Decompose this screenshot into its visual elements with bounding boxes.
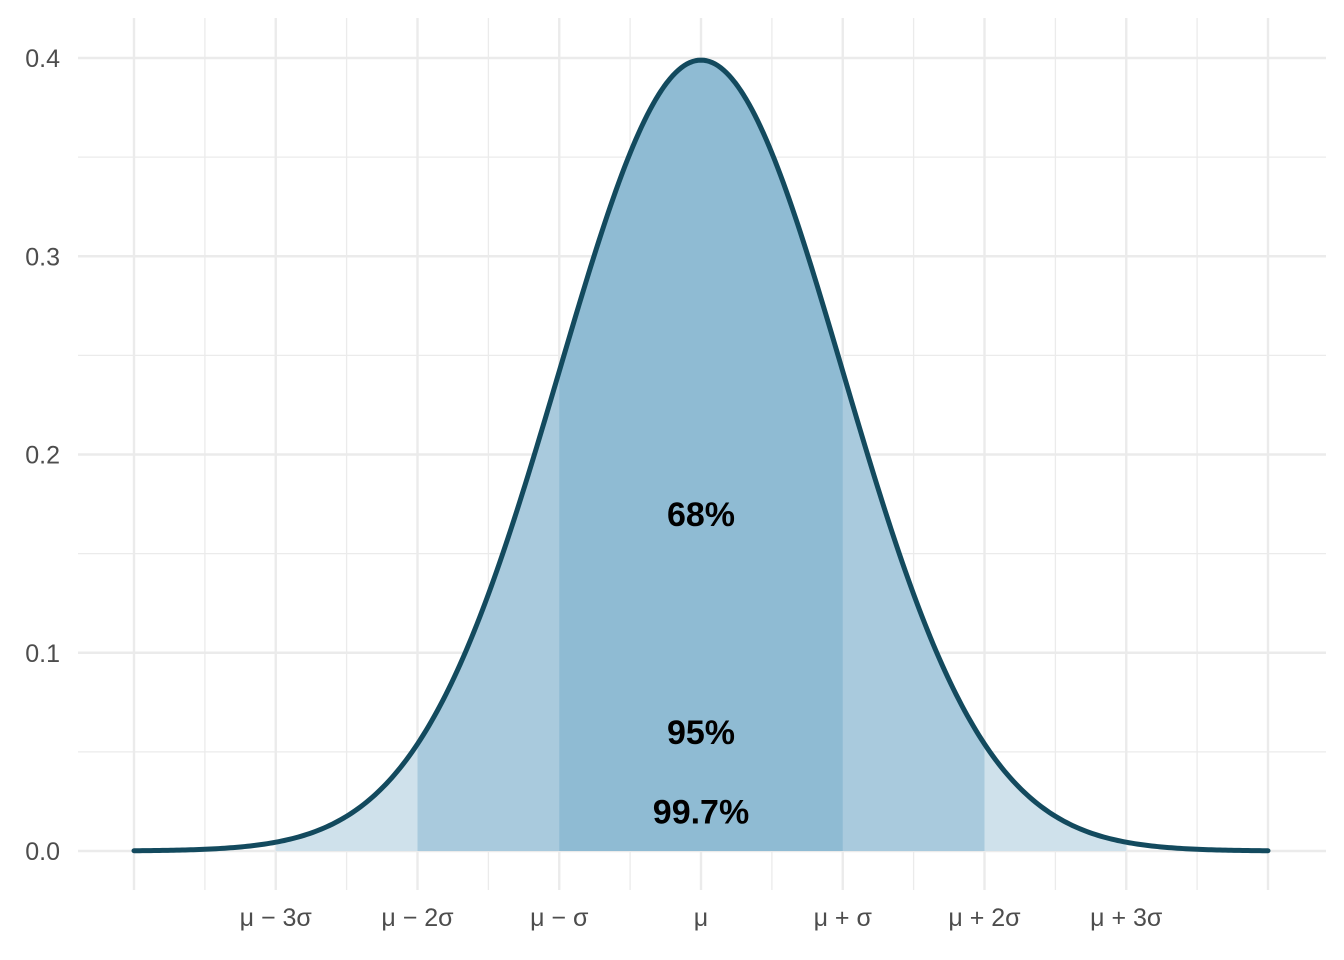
- shaded-regions: [275, 60, 1127, 852]
- percentage-labels: 99.7% 95% 68%: [653, 496, 749, 831]
- percentage-label: 95%: [667, 714, 735, 752]
- density-curve: [131, 57, 1271, 854]
- x-tick-label: μ − σ: [530, 904, 589, 932]
- y-tick-label: 0.3: [25, 243, 60, 271]
- y-tick-label: 0.1: [25, 640, 60, 668]
- percentage-label: 99.7%: [653, 793, 749, 831]
- y-axis-tick-labels: 0.0 0.1 0.2 0.3 0.4: [25, 45, 60, 866]
- region-2: [559, 60, 843, 852]
- y-tick-label: 0.2: [25, 442, 60, 470]
- x-tick-label: μ + 2σ: [948, 904, 1021, 932]
- x-axis-tick-labels: μ − 3σ μ − 2σ μ − σ μ μ + σ μ + 2σ μ + 3σ: [240, 904, 1163, 932]
- x-tick-label: μ − 2σ: [381, 904, 454, 932]
- x-tick-label: μ: [694, 904, 708, 932]
- x-tick-label: μ + 3σ: [1090, 904, 1163, 932]
- x-tick-label: μ − 3σ: [240, 904, 313, 932]
- y-tick-label: 0.0: [25, 838, 60, 866]
- y-tick-label: 0.4: [25, 45, 60, 73]
- x-tick-label: μ + σ: [814, 904, 873, 932]
- percentage-label: 68%: [667, 496, 735, 534]
